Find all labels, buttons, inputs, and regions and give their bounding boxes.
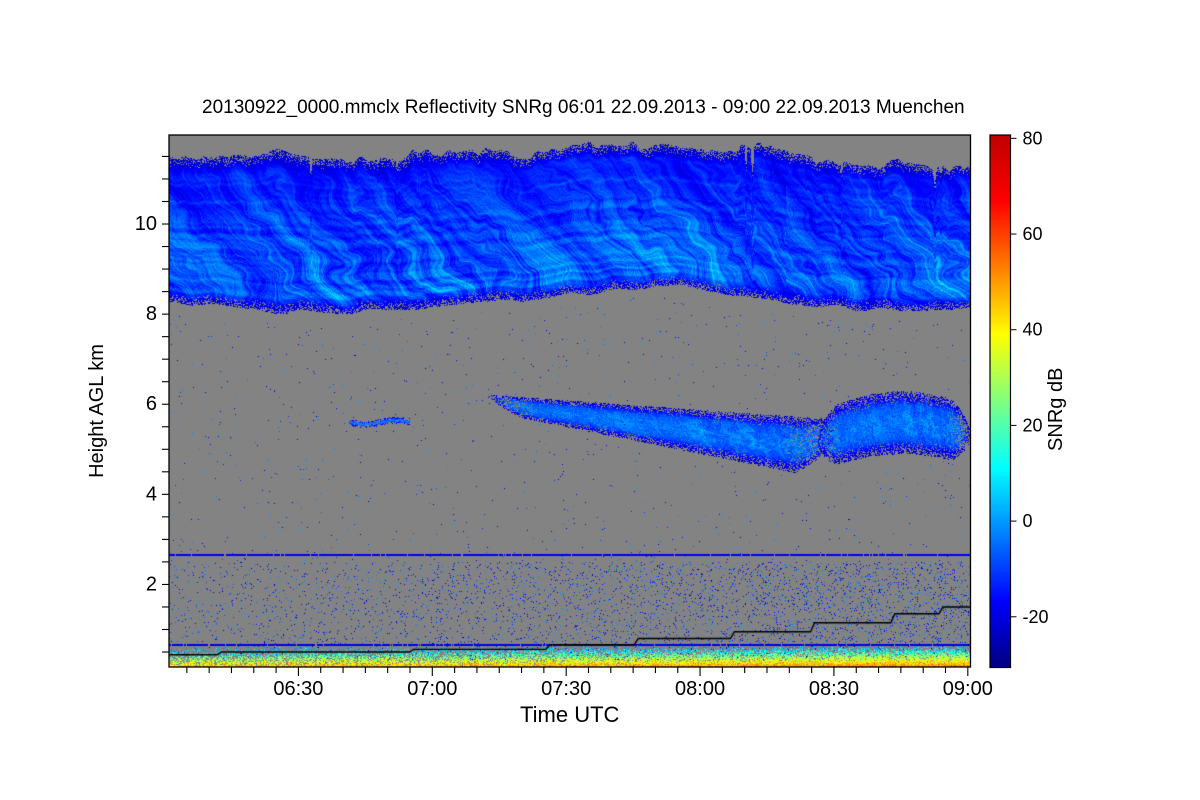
svg-text:20130922_0000.mmclx Reflectivi: 20130922_0000.mmclx Reflectivity SNRg 06… xyxy=(202,97,965,118)
svg-text:09:00: 09:00 xyxy=(943,678,993,700)
svg-text:07:00: 07:00 xyxy=(407,678,457,700)
svg-text:06:30: 06:30 xyxy=(273,678,323,700)
svg-text:Time UTC: Time UTC xyxy=(520,702,620,727)
svg-text:-20: -20 xyxy=(1023,607,1049,627)
svg-text:40: 40 xyxy=(1023,320,1043,340)
svg-text:6: 6 xyxy=(146,393,157,415)
svg-text:0: 0 xyxy=(1023,511,1033,531)
svg-text:2: 2 xyxy=(146,573,157,595)
svg-text:07:30: 07:30 xyxy=(541,678,591,700)
svg-text:08:30: 08:30 xyxy=(809,678,859,700)
svg-text:Height AGL km: Height AGL km xyxy=(86,344,108,478)
svg-text:80: 80 xyxy=(1023,128,1043,148)
svg-text:4: 4 xyxy=(146,483,157,505)
svg-text:10: 10 xyxy=(135,213,157,235)
svg-text:SNRg dB: SNRg dB xyxy=(1045,368,1067,451)
svg-text:60: 60 xyxy=(1023,224,1043,244)
svg-text:20: 20 xyxy=(1023,415,1043,435)
svg-text:8: 8 xyxy=(146,303,157,325)
svg-text:08:00: 08:00 xyxy=(675,678,725,700)
